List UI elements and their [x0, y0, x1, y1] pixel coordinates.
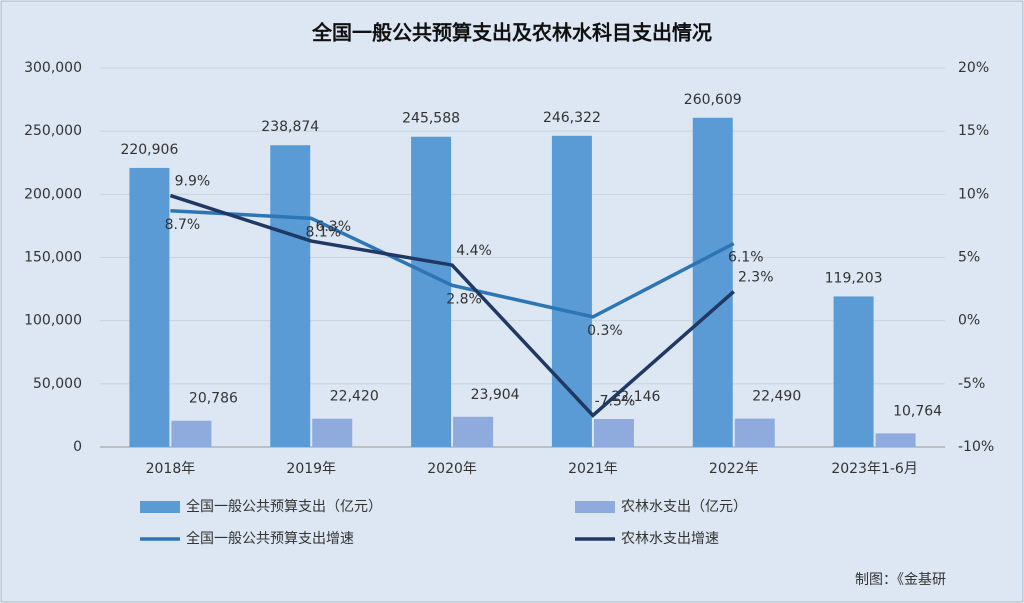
y-tick-label: 300,000 [24, 60, 82, 76]
line-value-label: 2.3% [738, 270, 774, 286]
bar [692, 117, 733, 447]
legend-swatch [140, 501, 180, 513]
x-tick-label: 2021年 [568, 461, 618, 477]
bar [593, 419, 634, 447]
line-value-label: 2.8% [446, 291, 482, 307]
y2-tick-label: 20% [958, 60, 989, 76]
source: 制图：《金基研 [855, 571, 946, 588]
legend-label: 农林水支出（亿元） [621, 499, 747, 515]
y-tick-label: 100,000 [24, 313, 82, 329]
bar-value-label: 20,786 [189, 391, 238, 407]
bar-value-label: 23,904 [471, 387, 520, 403]
bar [129, 167, 170, 447]
x-tick-label: 2022年 [709, 461, 759, 477]
bar-value-label: 22,420 [330, 389, 379, 405]
bar-value-label: 260,609 [684, 92, 742, 108]
x-tick-label: 2023年1-6月 [831, 461, 918, 477]
line-value-label: -7.5% [595, 393, 636, 409]
bar-value-label: 220,906 [120, 142, 178, 158]
bar-value-label: 245,588 [402, 111, 460, 127]
line [170, 209, 735, 319]
x-tick-label: 2019年 [286, 461, 336, 477]
line-value-label: 9.9% [175, 174, 211, 190]
y2-tick-label: -10% [958, 439, 994, 455]
legend-label: 全国一般公共预算支出（亿元） [186, 498, 382, 515]
bar-value-label: 119,203 [825, 270, 883, 286]
bar [734, 418, 775, 447]
line-value-label: 8.1% [305, 224, 341, 240]
chart-title: 全国一般公共预算支出及农林水科目支出情况 [311, 21, 712, 45]
line-value-label: 0.3% [587, 323, 623, 339]
bar-value-label: 238,874 [261, 119, 319, 135]
line-value-label: 6.3% [315, 219, 351, 235]
y2-tick-label: 5% [958, 250, 980, 266]
bar [270, 145, 311, 447]
bar [312, 418, 353, 447]
bar-value-label: 22,490 [752, 389, 801, 405]
line-value-label: 8.7% [165, 217, 201, 233]
bar [833, 296, 874, 447]
legend-label: 农林水支出增速 [621, 531, 719, 547]
y-tick-label: 150,000 [24, 250, 82, 266]
y2-tick-label: -5% [958, 376, 985, 392]
y-tick-label: 0 [73, 439, 82, 455]
y-tick-label: 50,000 [33, 376, 82, 392]
y-tick-label: 250,000 [24, 123, 82, 139]
legend-swatch [575, 501, 615, 513]
line [169, 193, 735, 418]
bar-value-label: 246,322 [543, 110, 601, 126]
y2-tick-label: 15% [958, 123, 989, 139]
y-tick-label: 200,000 [24, 186, 82, 202]
bar [875, 433, 916, 447]
bar [551, 135, 592, 447]
x-tick-label: 2018年 [146, 461, 196, 477]
bar [411, 136, 452, 448]
bar [453, 416, 494, 447]
y2-tick-label: 0% [958, 313, 980, 329]
y2-tick-label: 10% [958, 186, 989, 202]
bar-value-label: 10,764 [893, 403, 942, 419]
bar [171, 420, 212, 447]
x-tick-label: 2020年 [427, 461, 477, 477]
legend-label: 全国一般公共预算支出增速 [186, 530, 354, 547]
line-value-label: 6.1% [728, 250, 764, 266]
line-value-label: 4.4% [456, 243, 492, 259]
bar-value-label: 22,146 [611, 389, 660, 405]
